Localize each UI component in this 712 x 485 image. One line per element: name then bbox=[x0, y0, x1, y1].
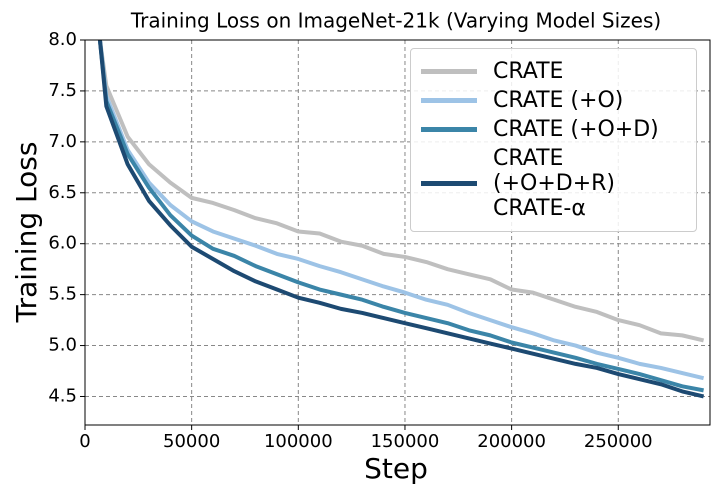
x-tick-label: 150000 bbox=[371, 431, 440, 452]
x-tick-label: 250000 bbox=[584, 431, 653, 452]
legend-entry: CRATE (+O+D) bbox=[421, 117, 686, 142]
legend-label: CRATE (+O) bbox=[493, 88, 624, 113]
legend-entry: CRATE bbox=[421, 59, 686, 84]
x-tick-label: 200000 bbox=[477, 431, 546, 452]
x-tick-label: 0 bbox=[79, 431, 90, 452]
legend-swatch bbox=[421, 127, 477, 132]
legend-label: CRATE (+O+D) bbox=[493, 117, 659, 142]
legend-swatch bbox=[421, 98, 477, 103]
y-tick-label: 6.0 bbox=[48, 233, 77, 254]
legend-label: CRATE bbox=[493, 59, 564, 84]
x-tick-label: 100000 bbox=[264, 431, 333, 452]
legend-entry: CRATE (+O+D+R) CRATE-α bbox=[421, 146, 686, 221]
legend-swatch bbox=[421, 181, 477, 186]
plot-frame bbox=[84, 39, 711, 426]
y-tick-label: 7.5 bbox=[48, 80, 77, 101]
y-tick-label: 8.0 bbox=[48, 29, 77, 50]
legend-swatch bbox=[421, 69, 477, 74]
y-tick-label: 6.5 bbox=[48, 182, 77, 203]
y-axis-label: Training Loss bbox=[10, 142, 43, 324]
y-tick-label: 5.0 bbox=[48, 335, 77, 356]
y-tick-label: 7.0 bbox=[48, 131, 77, 152]
y-tick-label: 4.5 bbox=[48, 385, 77, 406]
legend-entry: CRATE (+O) bbox=[421, 88, 686, 113]
series-line bbox=[97, 40, 704, 393]
y-tick-label: 5.5 bbox=[48, 284, 77, 305]
lines bbox=[97, 40, 705, 399]
x-tick-label: 50000 bbox=[163, 431, 220, 452]
series-line bbox=[97, 40, 705, 381]
chart-title: Training Loss on ImageNet-21k (Varying M… bbox=[130, 9, 661, 33]
series-line bbox=[97, 40, 705, 399]
legend-label: CRATE (+O+D+R) CRATE-α bbox=[493, 146, 616, 221]
series-line bbox=[97, 40, 705, 343]
legend: CRATE CRATE (+O) CRATE (+O+D) CRATE (+O+D+R… bbox=[410, 48, 697, 232]
x-axis-label: Step bbox=[364, 452, 428, 485]
